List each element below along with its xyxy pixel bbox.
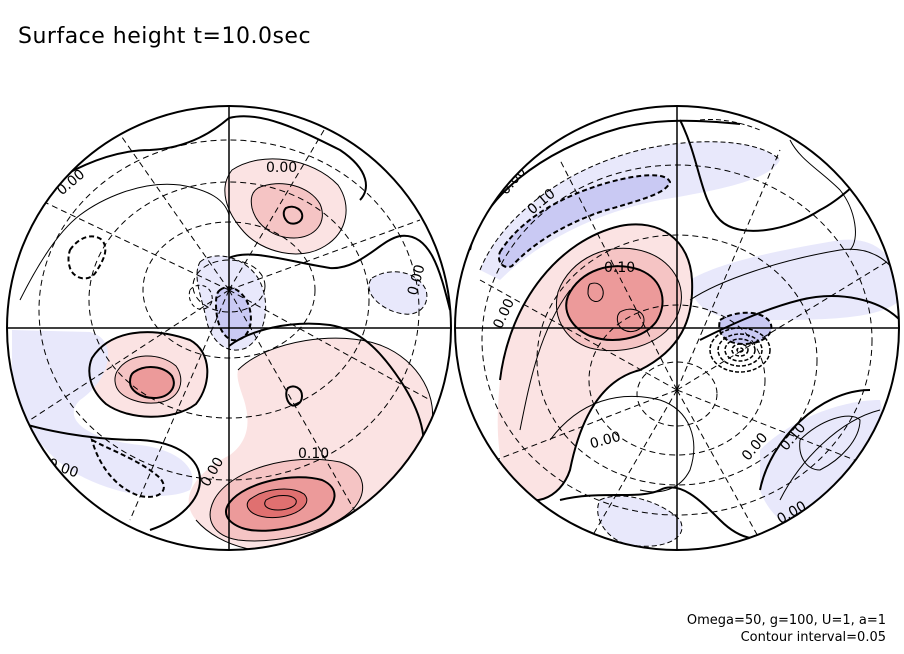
parameters-note: Omega=50, g=100, U=1, a=1 Contour interv… (687, 612, 886, 646)
contour-interval-note: Contour interval=0.05 (687, 629, 886, 646)
contour-label: 0.00 (266, 160, 297, 176)
contour-label: 0.10 (298, 446, 329, 462)
contour-label: 0.00 (588, 429, 622, 453)
contour-label: 0.10 (604, 260, 635, 276)
left-shading (12, 159, 433, 552)
contour-plot: 0.00 0.00 0.00 0.00 0.00 0.10 (0, 0, 904, 654)
model-parameters: Omega=50, g=100, U=1, a=1 (687, 612, 886, 629)
